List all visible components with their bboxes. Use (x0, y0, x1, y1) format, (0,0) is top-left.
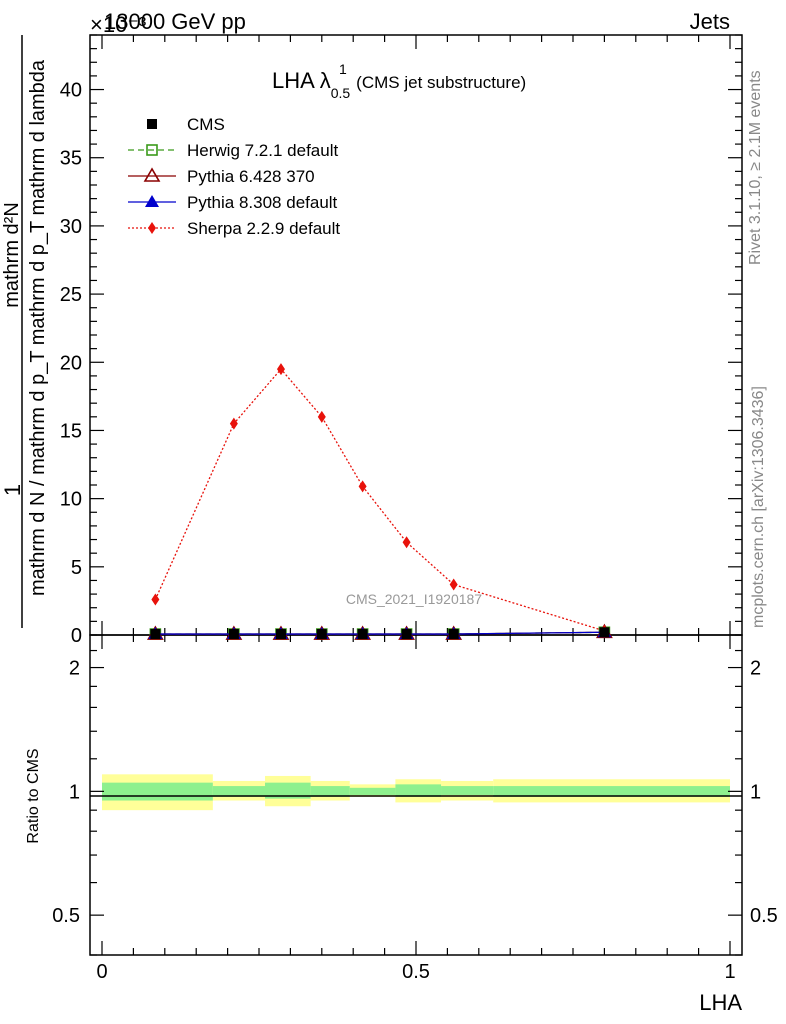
legend-label: Pythia 6.428 370 (187, 167, 315, 186)
ratio-band-inner (310, 786, 350, 797)
y-tick-label: 10 (60, 489, 82, 511)
chart-title-sub: 0.5 (331, 85, 351, 101)
x-tick-label: 0 (96, 961, 107, 983)
y-tick-label: 40 (60, 80, 82, 102)
legend: CMS Herwig 7.2.1 default Pythia 6.428 370 P… (128, 115, 340, 238)
x-tick-label: 1 (724, 961, 735, 983)
data-point (599, 627, 610, 638)
ratio-band-inner (395, 784, 442, 797)
data-point (357, 629, 368, 640)
legend-label: Sherpa 2.2.9 default (187, 219, 340, 238)
y-label-numerator: mathrm d²N (1, 202, 23, 308)
data-point (358, 480, 367, 493)
data-point (150, 629, 161, 640)
ratio-band-inner (265, 782, 311, 799)
legend-label: Herwig 7.2.1 default (187, 141, 338, 160)
x-axis-label: LHA (699, 990, 742, 1015)
y-label-denominator: mathrm d N / mathrm d p_T mathrm d p_T m… (27, 59, 49, 596)
chart-title-sup: 1 (339, 61, 347, 77)
series-line (155, 631, 605, 635)
chart-title-main: LHA λ (272, 68, 331, 93)
ratio-band-inner (212, 786, 265, 797)
y-tick-label: 30 (60, 216, 82, 238)
ratio-tick-label-right: 1 (750, 781, 761, 803)
legend-marker (147, 119, 157, 129)
data-point (402, 536, 411, 549)
y-label-top: 1 (0, 484, 25, 496)
y-tick-label: 20 (60, 352, 82, 374)
legend-label: CMS (187, 115, 225, 134)
series-sherpa-2-2-9-default (151, 363, 609, 637)
data-point (275, 629, 286, 640)
ratio-band-inner (441, 786, 494, 795)
mcplots-label: mcplots.cern.ch [arXiv:1306.3436] (750, 386, 767, 628)
ratio-tick-label-right: 2 (750, 658, 761, 680)
chart-title: LHA λ0.5 (CMS jet substructure) (272, 68, 526, 101)
y-tick-label: 35 (60, 148, 82, 170)
ratio-tick-label-right: 0.5 (750, 905, 778, 927)
exponent-label: ×10⁻³ (90, 12, 146, 37)
ratio-y-label: Ratio to CMS (25, 748, 42, 843)
data-point (448, 629, 459, 640)
data-point (401, 629, 412, 640)
y-axis-label: 1 mathrm d²N mathrm d N / mathrm d p_T m… (0, 35, 49, 628)
legend-marker (145, 195, 159, 207)
y-tick-label: 25 (60, 284, 82, 306)
data-point (316, 629, 327, 640)
data-point (276, 363, 285, 376)
data-point (151, 593, 160, 606)
series-layer (146, 363, 613, 640)
y-tick-label: 5 (71, 557, 82, 579)
ratio-band-inner (493, 786, 730, 797)
y-tick-label: 15 (60, 420, 82, 442)
data-point (317, 410, 326, 423)
ratio-tick-label-left: 2 (69, 658, 80, 680)
ratio-tick-label-left: 0.5 (52, 905, 80, 927)
ratio-tick-label-left: 1 (69, 781, 80, 803)
y-tick-label: 0 (71, 625, 82, 647)
legend-label: Pythia 8.308 default (187, 193, 338, 212)
ratio-axis-ticks: 0.5 0.5 1 1 2 2 (52, 634, 778, 956)
ratio-bands (102, 774, 730, 811)
data-point (229, 417, 238, 430)
legend-marker (146, 144, 158, 156)
ratio-band-inner (102, 782, 213, 801)
chart-title-suffix: (CMS jet substructure) (356, 73, 526, 92)
analysis-id: CMS_2021_I1920187 (346, 591, 482, 607)
data-point (228, 629, 239, 640)
main-axis-ticks: 0 5 10 15 20 25 30 35 40 (60, 34, 742, 647)
series-line (154, 368, 605, 632)
data-point (449, 578, 458, 591)
category-label: Jets (690, 9, 730, 34)
x-tick-label: 0.5 (402, 961, 430, 983)
legend-marker (143, 167, 161, 182)
series-cms (150, 627, 610, 640)
ratio-band-inner (349, 787, 396, 795)
legend-marker (148, 222, 156, 234)
beam-label: 13000 GeV pp (104, 9, 246, 34)
rivet-label: Rivet 3.1.10, ≥ 2.1M events (747, 70, 764, 265)
